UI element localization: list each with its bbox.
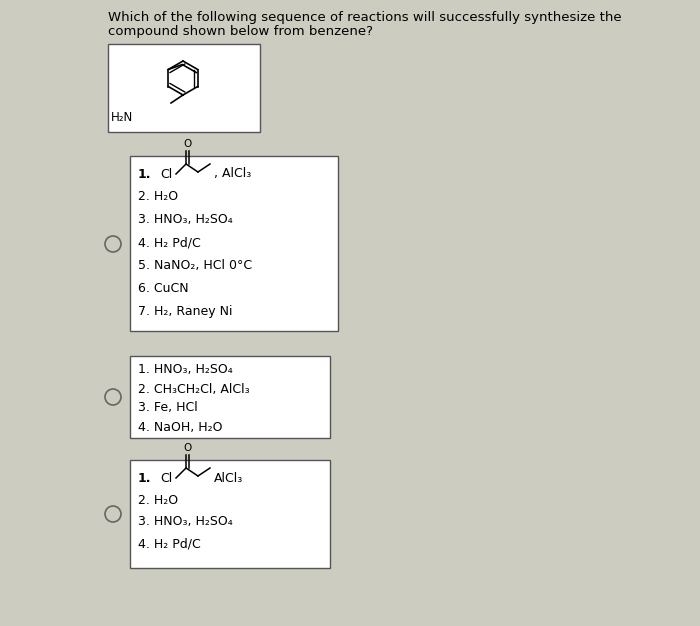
Text: compound shown below from benzene?: compound shown below from benzene? [108, 25, 373, 38]
FancyBboxPatch shape [130, 356, 330, 438]
Text: 5. NaNO₂, HCl 0°C: 5. NaNO₂, HCl 0°C [138, 260, 252, 272]
Text: 2. CH₃CH₂Cl, AlCl₃: 2. CH₃CH₂Cl, AlCl₃ [138, 382, 250, 396]
Text: O: O [183, 443, 191, 453]
Text: 1. HNO₃, H₂SO₄: 1. HNO₃, H₂SO₄ [138, 364, 232, 376]
Text: 1.: 1. [138, 471, 151, 485]
Text: 3. HNO₃, H₂SO₄: 3. HNO₃, H₂SO₄ [138, 515, 232, 528]
Text: 1.: 1. [138, 168, 151, 180]
FancyBboxPatch shape [130, 460, 330, 568]
Text: 3. Fe, HCl: 3. Fe, HCl [138, 401, 197, 414]
Text: 6. CuCN: 6. CuCN [138, 282, 188, 295]
Text: 4. H₂ Pd/C: 4. H₂ Pd/C [138, 237, 201, 250]
Text: 3. HNO₃, H₂SO₄: 3. HNO₃, H₂SO₄ [138, 213, 232, 227]
Text: Cl: Cl [160, 168, 172, 180]
Text: 4. NaOH, H₂O: 4. NaOH, H₂O [138, 421, 223, 433]
Text: Cl: Cl [160, 471, 172, 485]
Text: 2. H₂O: 2. H₂O [138, 190, 178, 203]
Text: , AlCl₃: , AlCl₃ [214, 168, 251, 180]
FancyBboxPatch shape [108, 44, 260, 132]
Text: O: O [183, 139, 191, 149]
Text: H₂N: H₂N [111, 111, 133, 124]
Text: Which of the following sequence of reactions will successfully synthesize the: Which of the following sequence of react… [108, 11, 622, 24]
Text: AlCl₃: AlCl₃ [214, 471, 244, 485]
Text: 2. H₂O: 2. H₂O [138, 493, 178, 506]
Text: 4. H₂ Pd/C: 4. H₂ Pd/C [138, 538, 201, 550]
FancyBboxPatch shape [130, 156, 338, 331]
Text: 7. H₂, Raney Ni: 7. H₂, Raney Ni [138, 305, 232, 319]
